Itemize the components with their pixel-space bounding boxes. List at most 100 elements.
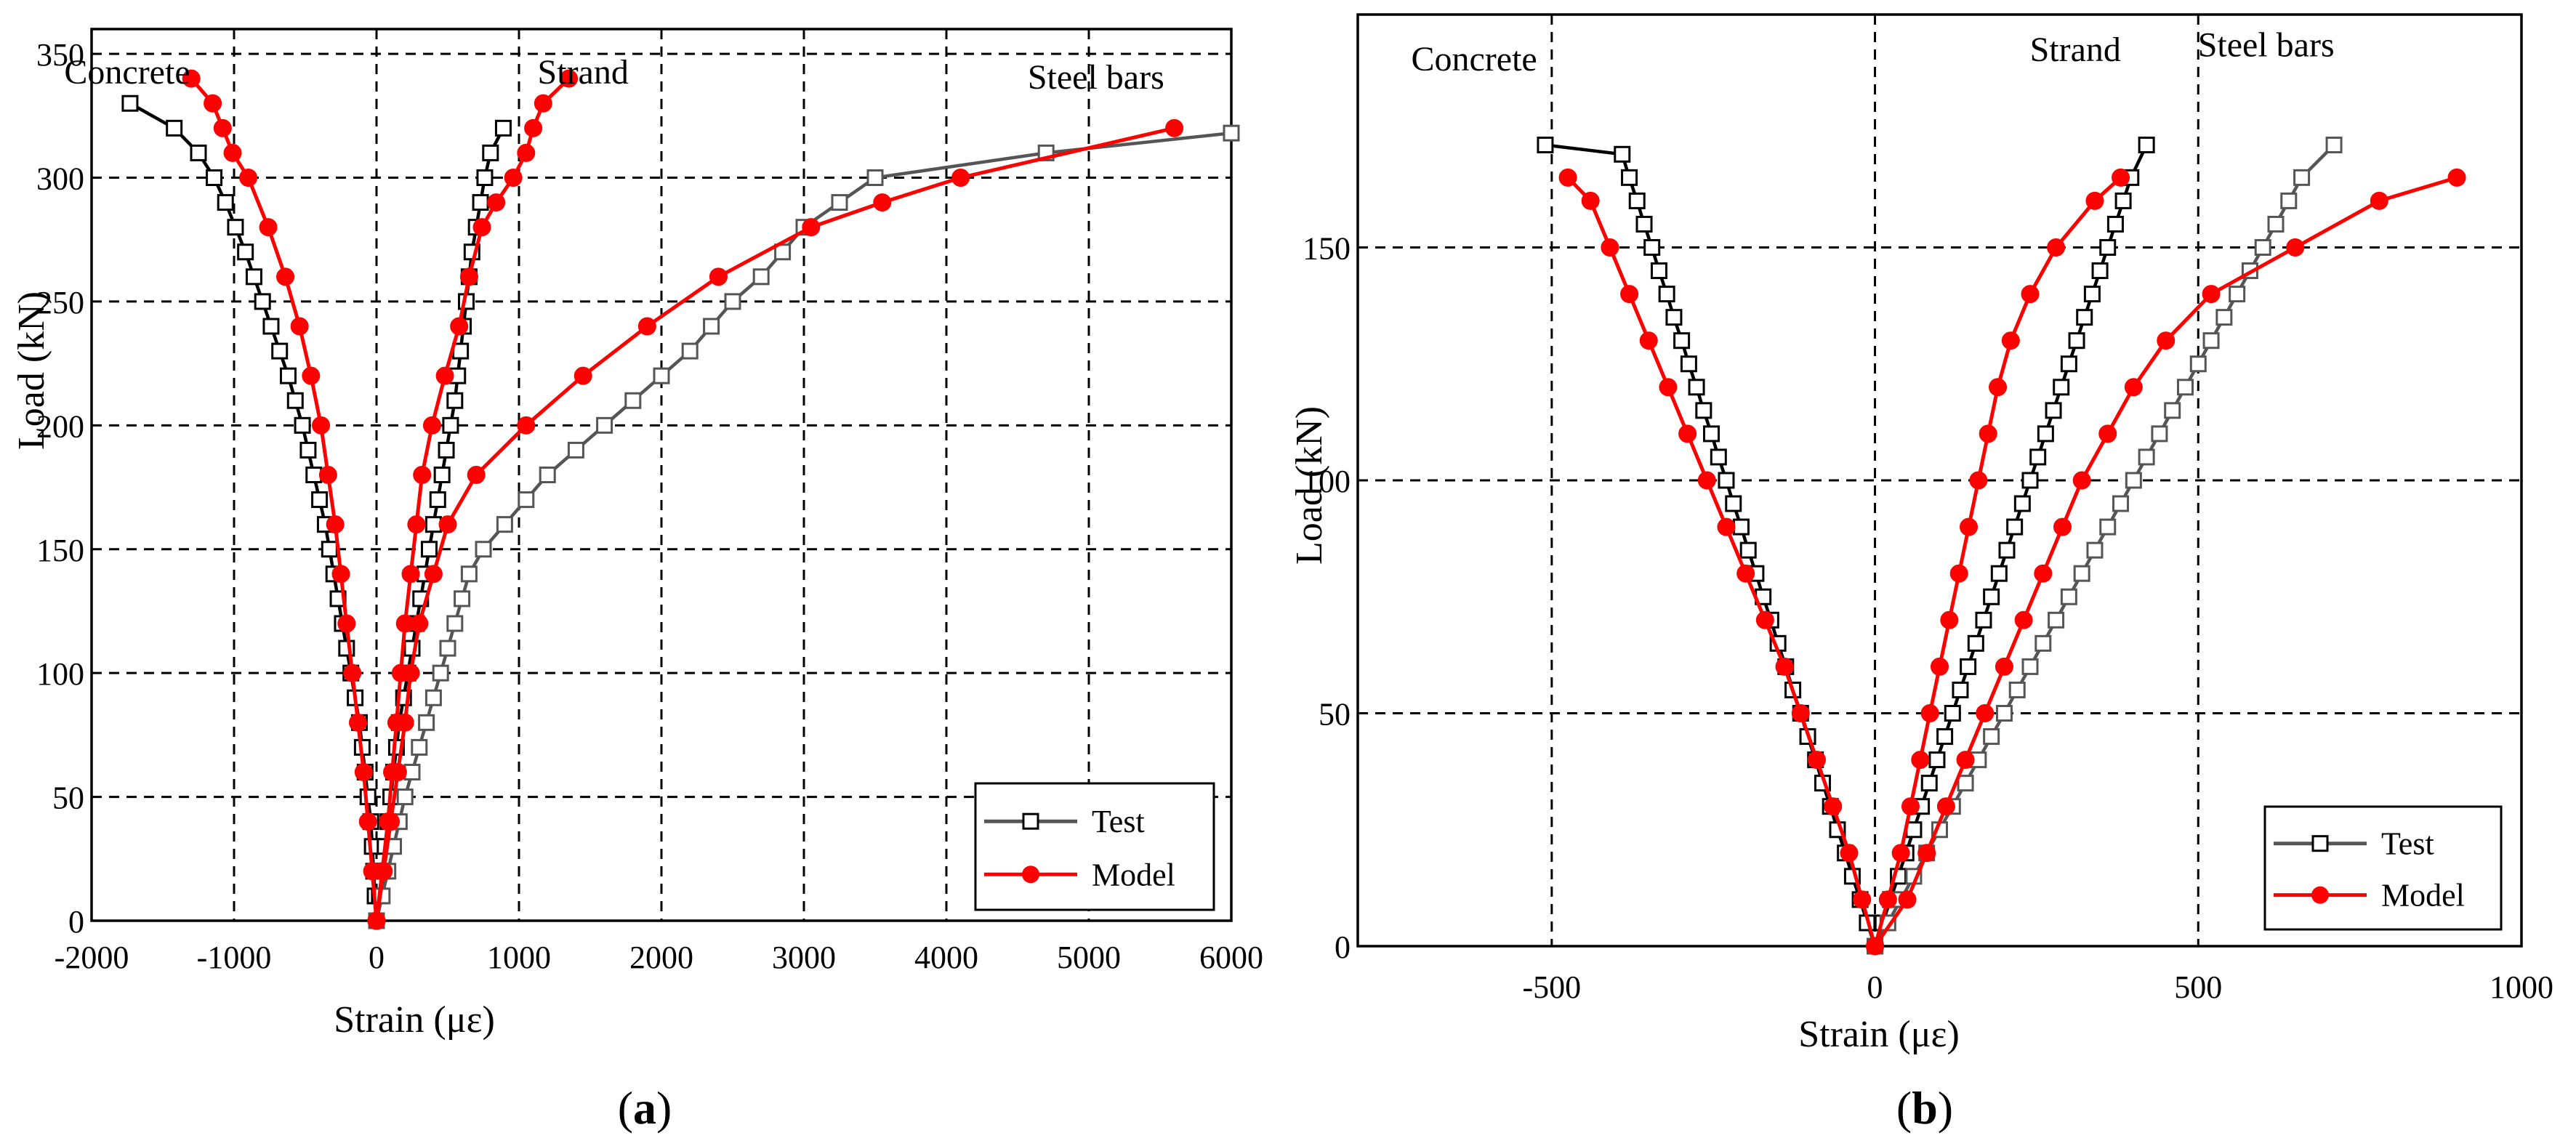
- series-line: [1566, 176, 1877, 947]
- data-point: [237, 243, 254, 261]
- data-point: [1710, 448, 1727, 466]
- data-point: [410, 614, 429, 633]
- data-point: [204, 94, 222, 113]
- data-point: [873, 193, 892, 212]
- data-point: [524, 118, 543, 137]
- data-point: [2280, 192, 2298, 209]
- data-point: [2267, 215, 2285, 233]
- data-point: [418, 714, 435, 731]
- data-point: [2053, 379, 2070, 396]
- data-point: [1165, 118, 1184, 137]
- caption-close-paren: ): [1938, 1082, 1953, 1134]
- data-point: [2047, 238, 2066, 257]
- legend-marker-test: [1022, 812, 1039, 830]
- data-point: [534, 94, 552, 113]
- panel-caption: (b): [1896, 1082, 1953, 1134]
- data-point: [1967, 634, 1984, 652]
- gridlines: [1358, 15, 2521, 946]
- data-point: [637, 317, 656, 336]
- data-point: [318, 466, 337, 484]
- data-point: [1995, 657, 2013, 676]
- data-point: [2013, 495, 2031, 512]
- series-test-concrete: [121, 94, 385, 929]
- data-point: [213, 118, 232, 137]
- data-point: [2370, 191, 2388, 210]
- data-point: [1688, 379, 1705, 396]
- data-point: [475, 541, 492, 558]
- y-tick-label: 250: [36, 285, 84, 320]
- data-point: [2151, 425, 2168, 443]
- data-point: [494, 119, 512, 137]
- series-model-concrete: [182, 69, 386, 930]
- data-point: [681, 342, 699, 360]
- data-point: [2112, 495, 2130, 512]
- data-point: [227, 219, 244, 236]
- data-point: [1223, 124, 1240, 142]
- data-point: [2021, 472, 2039, 489]
- caption-letter: b: [1912, 1082, 1938, 1134]
- data-point: [1755, 610, 1774, 629]
- data-point: [1717, 517, 1736, 536]
- data-point: [446, 392, 464, 409]
- data-point: [1898, 890, 1917, 909]
- data-point: [454, 590, 471, 608]
- data-point: [1960, 658, 1977, 675]
- data-point: [311, 491, 329, 509]
- data-point: [1975, 611, 1992, 629]
- data-point: [1956, 751, 1975, 770]
- data-point: [1725, 495, 1742, 512]
- data-point: [1639, 331, 1658, 350]
- x-axis-label: Strain (με): [334, 999, 495, 1041]
- data-point: [442, 416, 459, 434]
- data-point: [703, 318, 720, 335]
- data-point: [560, 69, 579, 88]
- data-point: [2021, 285, 2040, 304]
- y-tick-label: 350: [36, 37, 84, 73]
- data-point: [1952, 681, 1969, 698]
- data-point: [467, 466, 486, 484]
- data-point: [2045, 402, 2062, 419]
- legend-label-test: Test: [1092, 804, 1145, 839]
- data-point: [1983, 728, 2000, 746]
- data-point: [1995, 705, 2013, 722]
- y-tick-label: 100: [36, 656, 84, 692]
- data-point: [1969, 471, 1988, 490]
- data-point: [2014, 610, 2033, 629]
- y-tick-label: 50: [1319, 697, 1351, 733]
- data-point: [472, 218, 491, 237]
- chart-panel-b: -500 0 500 1000 0 50 100 150 Strain (με) Load (kN…: [1289, 13, 2553, 1134]
- data-point: [2068, 332, 2085, 350]
- data-point: [2215, 309, 2233, 326]
- data-point: [802, 218, 821, 237]
- data-point: [262, 318, 280, 335]
- data-point: [1665, 309, 1683, 326]
- data-point: [866, 169, 884, 186]
- series-line: [129, 102, 379, 921]
- series-test-strand: [1867, 136, 2155, 955]
- data-point: [1960, 517, 1979, 536]
- data-point: [1558, 168, 1577, 187]
- data-point: [452, 342, 470, 360]
- x-tick-label: 6000: [1199, 940, 1263, 975]
- data-point: [1905, 821, 1923, 839]
- data-point: [951, 169, 970, 187]
- legend-label-model: Model: [1092, 857, 1175, 892]
- data-point: [624, 392, 642, 409]
- data-point: [573, 366, 592, 385]
- data-point: [1659, 378, 1678, 397]
- y-axis-label: Load (kN): [1289, 406, 1330, 565]
- data-point: [1840, 844, 1859, 863]
- data-point: [401, 565, 420, 584]
- data-point: [2099, 239, 2117, 256]
- y-tick-label: 300: [36, 161, 84, 197]
- data-point: [424, 689, 442, 706]
- panel-caption: (a): [618, 1082, 672, 1134]
- data-point: [1621, 169, 1638, 186]
- caption-close-paren: ): [656, 1082, 672, 1134]
- data-point: [407, 515, 426, 534]
- gridlines: [92, 29, 1231, 921]
- data-point: [121, 94, 139, 112]
- data-point: [2124, 378, 2143, 397]
- data-point: [403, 764, 421, 780]
- data-point: [254, 293, 271, 310]
